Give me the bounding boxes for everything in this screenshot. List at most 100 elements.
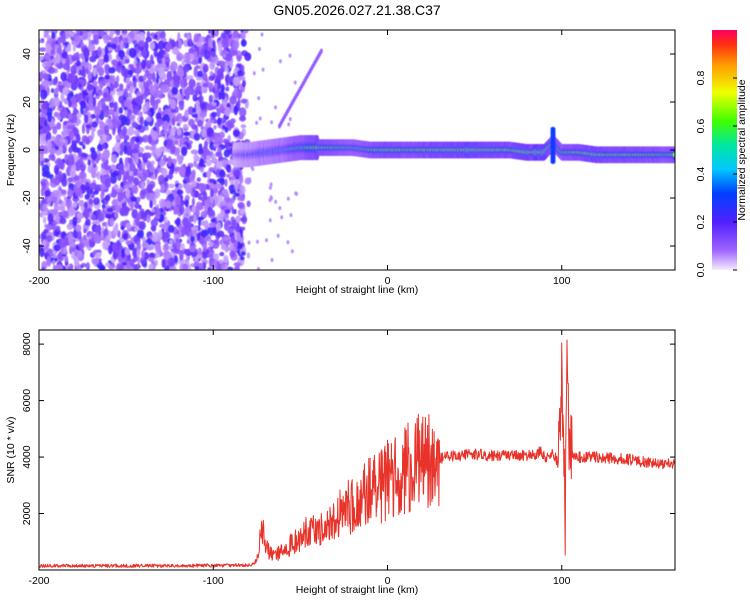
noise-cell — [62, 129, 66, 139]
noise-cell — [159, 77, 163, 82]
noise-cell — [226, 173, 231, 178]
noise-cell — [226, 266, 234, 270]
noise-cell — [198, 183, 206, 193]
noise-cell — [268, 218, 272, 223]
noise-cell — [42, 216, 47, 224]
noise-cell — [69, 73, 77, 84]
noise-cell — [215, 183, 223, 190]
noise-cell — [240, 124, 247, 129]
noise-cell — [70, 96, 77, 104]
noise-cell — [58, 199, 63, 205]
noise-cell — [176, 122, 181, 127]
noise-cell — [157, 174, 165, 184]
x-tick-label: -100 — [203, 275, 224, 287]
noise-cell — [41, 103, 48, 111]
noise-cell — [104, 74, 110, 80]
noise-cell — [128, 47, 137, 59]
noise-cell — [78, 171, 86, 180]
noise-cell — [173, 151, 180, 157]
noise-cell — [184, 199, 189, 208]
noise-cell — [41, 164, 50, 174]
noise-cell — [149, 41, 155, 50]
noise-cell — [197, 216, 205, 221]
noise-cell — [194, 265, 200, 270]
noise-cell — [191, 226, 199, 231]
noise-cell — [151, 236, 159, 242]
noise-cell — [103, 229, 109, 237]
x-tick-label: 100 — [553, 575, 571, 587]
noise-cell — [176, 68, 185, 78]
noise-cell — [256, 239, 259, 244]
noise-cell — [214, 89, 219, 99]
noise-cell — [56, 42, 62, 54]
noise-cell — [232, 49, 237, 55]
noise-cell — [239, 174, 244, 184]
noise-cell — [149, 146, 156, 151]
noise-cell — [97, 30, 105, 37]
noise-cell — [145, 116, 152, 122]
noise-cell — [123, 175, 127, 186]
noise-cell — [208, 178, 216, 183]
noise-cell — [69, 167, 76, 178]
noise-cell — [170, 98, 177, 109]
noise-cell — [225, 81, 229, 87]
noise-cell — [125, 77, 131, 84]
noise-cell — [233, 262, 242, 267]
noise-cell — [117, 60, 122, 67]
noise-cell — [195, 76, 203, 81]
noise-cell — [124, 135, 130, 141]
noise-cell — [289, 213, 293, 218]
noise-cell — [240, 251, 246, 256]
noise-cell — [174, 140, 178, 146]
noise-cell — [206, 253, 213, 258]
noise-cell — [188, 231, 193, 237]
noise-cell — [50, 49, 56, 56]
noise-cell — [232, 76, 241, 87]
noise-cell — [202, 82, 208, 88]
noise-cell — [103, 53, 109, 63]
noise-cell — [102, 149, 110, 160]
noise-cell — [75, 30, 82, 36]
noise-cell — [225, 52, 233, 62]
noise-cell — [55, 53, 61, 64]
noise-cell — [212, 40, 216, 48]
noise-cell — [92, 80, 98, 87]
noise-cell — [52, 126, 58, 135]
noise-cell — [131, 148, 139, 154]
noise-cell — [146, 178, 150, 186]
noise-cell — [179, 250, 184, 261]
noise-cell — [128, 125, 135, 136]
noise-cell — [148, 165, 156, 173]
noise-cell — [120, 181, 124, 188]
noise-cell — [257, 96, 261, 101]
spectrogram-y-label: Frequency (Hz) — [5, 114, 17, 186]
noise-cell — [219, 177, 225, 186]
noise-cell — [105, 262, 111, 267]
noise-cell — [220, 205, 226, 211]
noise-cell — [226, 159, 234, 165]
noise-cell — [42, 203, 47, 212]
noise-cell — [101, 143, 106, 149]
noise-cell — [99, 138, 105, 145]
noise-cell — [151, 208, 155, 214]
noise-cell — [60, 71, 67, 82]
noise-cell — [176, 52, 184, 62]
noise-cell — [176, 128, 182, 136]
noise-cell — [69, 242, 76, 247]
noise-cell — [239, 228, 243, 238]
noise-cell — [56, 157, 62, 164]
noise-cell — [104, 45, 109, 55]
noise-cell — [39, 140, 47, 145]
noise-cell — [63, 196, 68, 202]
noise-cell — [274, 199, 278, 204]
noise-cell — [153, 82, 160, 88]
y-tick-label: 40 — [21, 48, 33, 60]
noise-cell — [72, 216, 78, 226]
noise-cell — [174, 195, 181, 205]
noise-cell — [129, 162, 136, 174]
noise-cell — [183, 64, 190, 73]
noise-cell — [207, 267, 212, 270]
noise-cell — [257, 266, 260, 270]
noise-cell — [51, 221, 56, 231]
noise-cell — [124, 157, 129, 168]
